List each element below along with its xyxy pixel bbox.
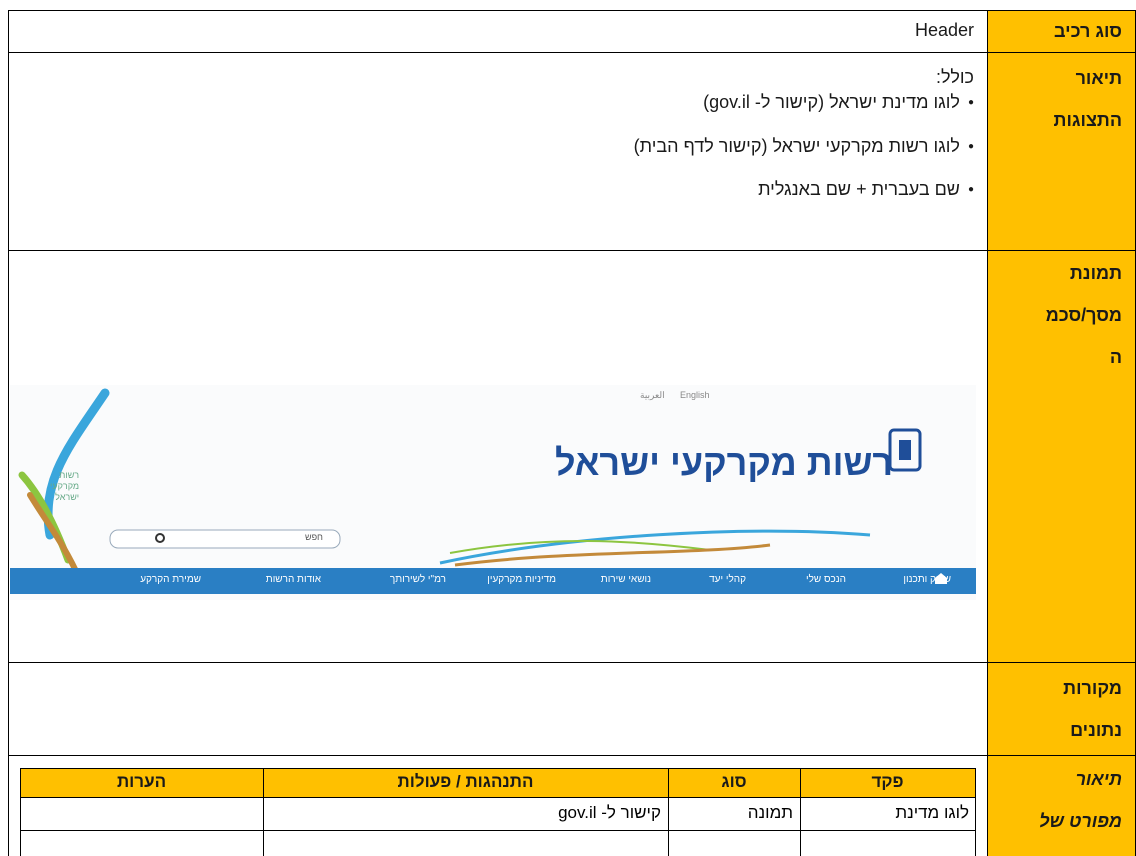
intro: כולל: — [936, 67, 974, 88]
side-logo-line: ישראל — [50, 492, 79, 503]
nav-item[interactable]: נושאי שירות — [601, 574, 651, 585]
nav-item[interactable]: שמירת הקרקע — [140, 574, 201, 585]
row-label: תמונת מסך/סכמ ה — [1046, 252, 1122, 378]
bullet: לוגו מדינת ישראל (קישור ל- gov.il) — [703, 92, 974, 113]
nav-item[interactable]: קהלי יעד — [709, 574, 746, 585]
column-header: פקד — [800, 772, 975, 792]
border — [8, 250, 1136, 251]
bullet: שם בעברית + שם באנגלית — [758, 179, 974, 200]
nav-item[interactable]: רמ"י לשירותך — [390, 574, 446, 585]
label-line: מסך/סכמ — [1046, 294, 1122, 336]
label-line: נתונים — [1063, 709, 1122, 751]
label-line: סוג רכיב — [1054, 10, 1122, 52]
label-line: תיאור — [1054, 57, 1122, 99]
nav-item[interactable]: מדיניות מקרקעין — [487, 574, 556, 585]
row-label: תיאור התצוגות — [1054, 57, 1122, 141]
side-logo: רשות מקרקעי ישראל — [50, 470, 79, 503]
column-header: סוג — [668, 772, 800, 792]
label-line: ה — [1046, 336, 1122, 378]
nav-item[interactable]: אודות הרשות — [266, 574, 321, 585]
row-label: תיאור מפורט של — [1039, 758, 1122, 842]
row-label: סוג רכיב — [1054, 10, 1122, 52]
border — [20, 797, 976, 798]
label-line: תמונת — [1046, 252, 1122, 294]
label-line: מקורות — [1063, 667, 1122, 709]
row-label: מקורות נתונים — [1063, 667, 1122, 751]
column-header: הערות — [20, 772, 263, 792]
screenshot — [10, 385, 976, 600]
border — [8, 755, 1136, 756]
label-line: תיאור — [1039, 758, 1122, 800]
label-line: התצוגות — [1054, 99, 1122, 141]
side-logo-line: מקרקעי — [50, 481, 79, 492]
nav-item[interactable]: שיווק ותכנון — [903, 574, 951, 585]
border — [20, 768, 976, 769]
table-cell: קישור ל- gov.il — [558, 803, 661, 823]
table-cell: לוגו מדינת — [895, 803, 969, 823]
label-line: מפורט של — [1039, 800, 1122, 842]
search-label[interactable]: חפש — [305, 532, 323, 542]
border — [8, 52, 1136, 53]
page: סוג רכיב תיאור התצוגות תמונת מסך/סכמ ה מ… — [0, 0, 1136, 856]
border — [987, 10, 988, 856]
column-header: התנהגות / פעולות — [263, 772, 668, 792]
border — [8, 662, 1136, 663]
border — [8, 10, 9, 856]
bullet: לוגו רשות מקרקעי ישראל (קישור לדף הבית) — [634, 136, 974, 157]
top-link[interactable]: English — [680, 390, 710, 400]
side-logo-line: רשות — [50, 470, 79, 481]
table-cell: תמונה — [748, 803, 793, 823]
border — [8, 10, 1136, 11]
site-title: רשות מקרקעי ישראל — [555, 442, 893, 484]
border — [975, 768, 976, 856]
top-link[interactable]: العربية — [640, 390, 665, 401]
component-type: Header — [915, 20, 974, 41]
border — [20, 830, 976, 831]
nav-item[interactable]: הנכס שלי — [806, 574, 846, 585]
